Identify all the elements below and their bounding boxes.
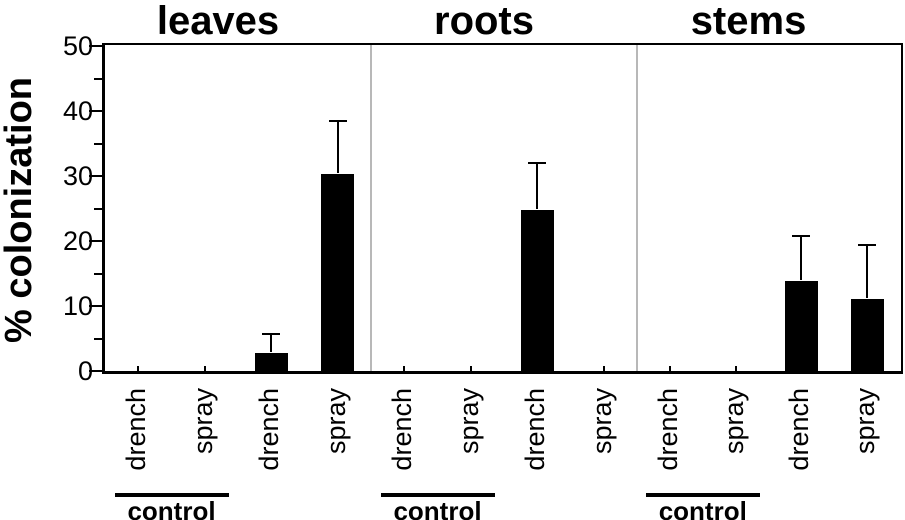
- error-bar-cap: [328, 120, 347, 123]
- error-bar-cap: [262, 332, 281, 335]
- panel-title-stems: stems: [690, 0, 807, 43]
- bar: [850, 298, 884, 371]
- y-tick-label: 10: [62, 291, 93, 321]
- control-group-label: control: [393, 496, 482, 520]
- control-group-line: [380, 493, 495, 497]
- control-group-line: [114, 493, 229, 497]
- bar: [321, 174, 355, 371]
- y-minor-tick: [94, 272, 102, 275]
- y-major-tick: [89, 305, 102, 307]
- bar: [784, 281, 818, 371]
- y-major-tick: [89, 240, 102, 242]
- y-tick-label: 0: [77, 356, 93, 386]
- y-major-tick: [89, 175, 102, 177]
- x-tick-label: spray: [718, 388, 749, 455]
- x-tick-label: spray: [320, 388, 351, 455]
- y-tick-label: 40: [62, 96, 93, 126]
- y-major-tick: [89, 45, 102, 47]
- panel-divider: [370, 45, 372, 371]
- x-tick-label: drench: [121, 388, 152, 471]
- x-tick: [734, 366, 737, 371]
- x-tick: [137, 366, 140, 371]
- x-tick: [602, 366, 605, 371]
- plot-area: [102, 43, 903, 374]
- bar: [254, 353, 288, 371]
- control-group-label: control: [127, 496, 216, 520]
- x-tick-label: spray: [453, 388, 484, 455]
- x-tick: [668, 366, 671, 371]
- y-tick-label: 30: [62, 161, 93, 191]
- error-bar-cap: [858, 243, 877, 246]
- x-tick-label: drench: [254, 388, 285, 471]
- error-bar-cap: [528, 162, 547, 165]
- panel-title-roots: roots: [434, 0, 534, 43]
- error-bar-stem: [336, 121, 339, 174]
- y-axis-label: % colonization: [0, 77, 40, 343]
- error-bar-stem: [270, 333, 273, 353]
- y-minor-tick: [94, 207, 102, 210]
- bar: [520, 209, 554, 371]
- x-tick: [203, 366, 206, 371]
- y-major-tick: [89, 110, 102, 112]
- error-bar-stem: [800, 236, 803, 281]
- error-bar-stem: [536, 163, 539, 209]
- x-tick-label: spray: [187, 388, 218, 455]
- error-bar-stem: [866, 244, 869, 298]
- y-tick-label: 20: [62, 226, 93, 256]
- x-tick-label: spray: [586, 388, 617, 455]
- error-bar-cap: [792, 235, 811, 238]
- x-tick-label: spray: [850, 388, 881, 455]
- y-minor-tick: [94, 337, 102, 340]
- panel-title-leaves: leaves: [156, 0, 280, 43]
- y-minor-tick: [94, 142, 102, 145]
- x-tick-label: drench: [520, 388, 551, 471]
- control-group-label: control: [658, 496, 747, 520]
- panel-divider: [636, 45, 638, 371]
- x-tick-label: drench: [784, 388, 815, 471]
- control-group-line: [645, 493, 760, 497]
- x-tick-label: drench: [387, 388, 418, 471]
- y-tick-label: 50: [62, 31, 93, 61]
- x-tick-label: drench: [652, 388, 683, 471]
- x-tick: [403, 366, 406, 371]
- x-tick: [469, 366, 472, 371]
- y-minor-tick: [94, 77, 102, 80]
- y-major-tick: [89, 370, 102, 372]
